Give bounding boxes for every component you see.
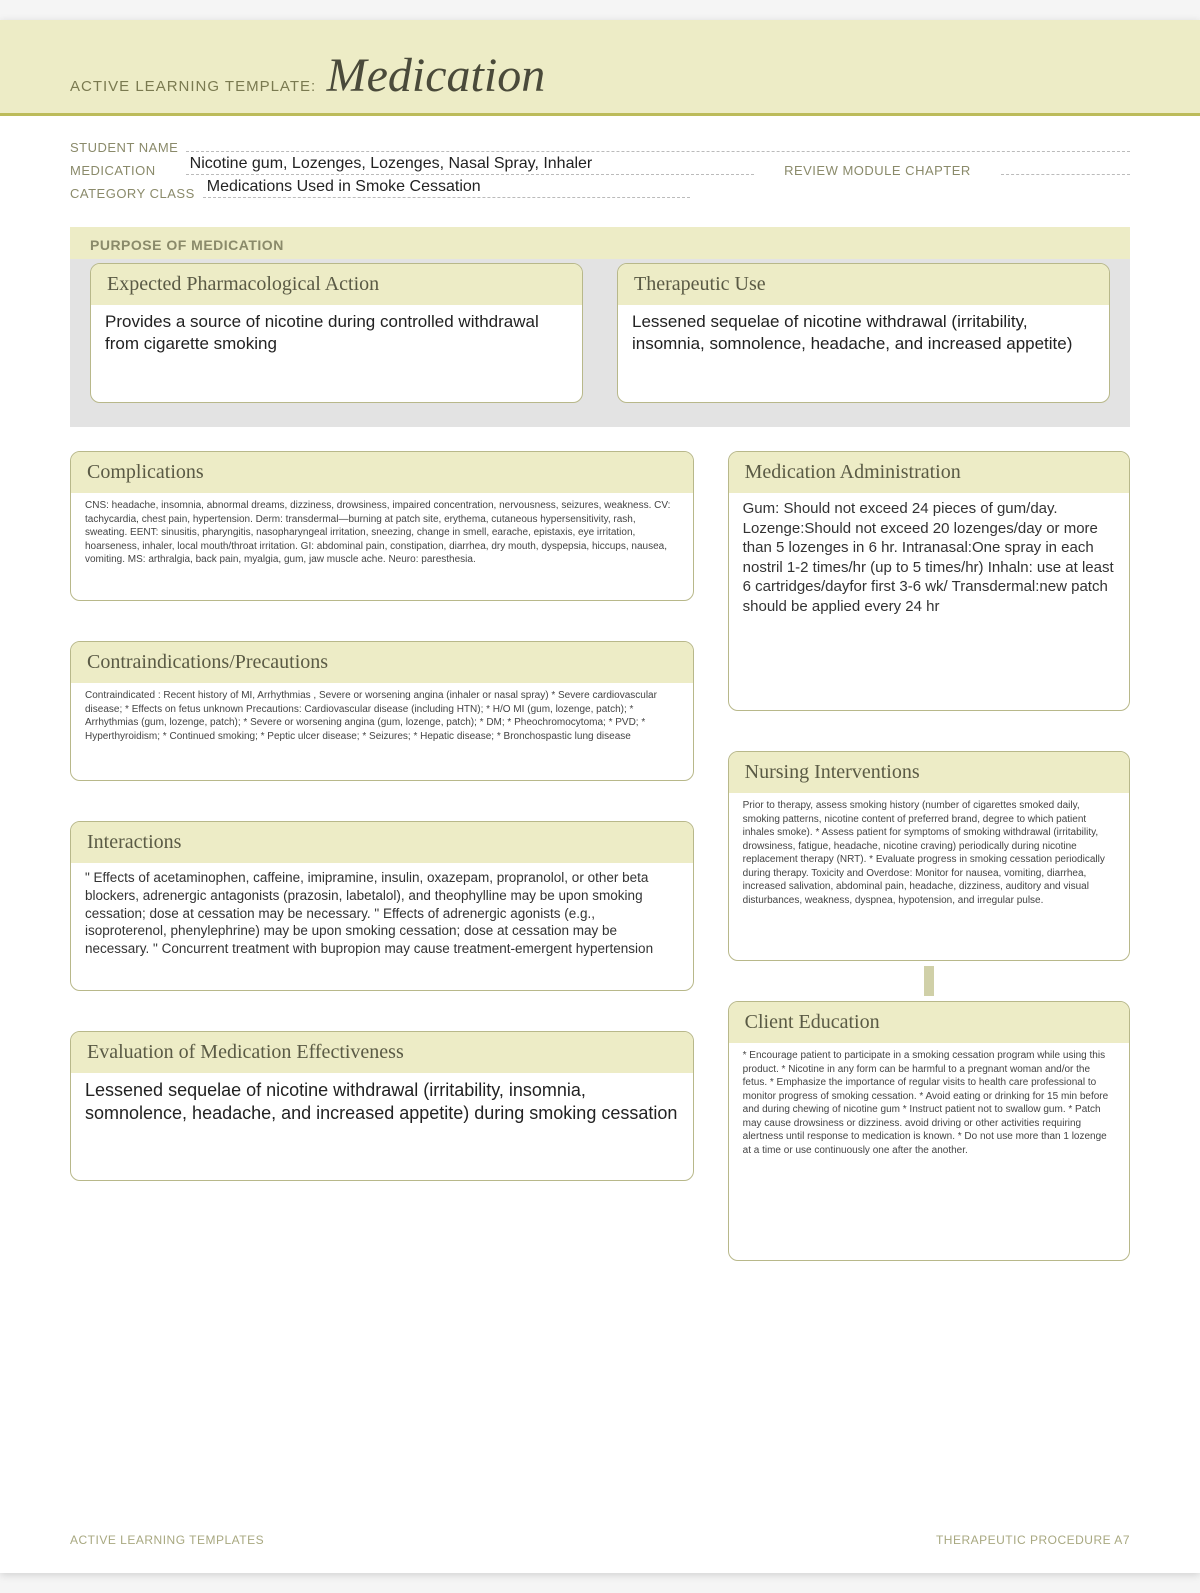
category-value: Medications Used in Smoke Cessation — [207, 178, 481, 196]
complications-title: Complications — [71, 452, 693, 493]
contraindications-body: Contraindicated : Recent history of MI, … — [71, 683, 693, 780]
therapeutic-use-card: Therapeutic Use Lessened sequelae of nic… — [617, 263, 1110, 403]
complications-body: CNS: headache, insomnia, abnormal dreams… — [71, 493, 693, 600]
header-band: ACTIVE LEARNING TEMPLATE: Medication — [0, 20, 1200, 116]
client-edu-body: * Encourage patient to participate in a … — [729, 1043, 1129, 1260]
left-column: Complications CNS: headache, insomnia, a… — [70, 451, 694, 1261]
expected-action-body: Provides a source of nicotine during con… — [91, 305, 582, 402]
evaluation-body: Lessened sequelae of nicotine withdrawal… — [71, 1073, 693, 1180]
footer-right: THERAPEUTIC PROCEDURE A7 — [936, 1533, 1130, 1547]
nursing-card: Nursing Interventions Prior to therapy, … — [728, 751, 1130, 961]
connector-bar — [924, 966, 934, 996]
medication-field[interactable]: Nicotine gum, Lozenges, Lozenges, Nasal … — [186, 161, 754, 175]
review-field[interactable] — [1001, 161, 1130, 175]
page: ACTIVE LEARNING TEMPLATE: Medication STU… — [0, 20, 1200, 1573]
med-admin-body: Gum: Should not exceed 24 pieces of gum/… — [729, 493, 1129, 710]
therapeutic-use-title: Therapeutic Use — [618, 264, 1109, 305]
review-label: REVIEW MODULE CHAPTER — [784, 163, 971, 178]
expected-action-title: Expected Pharmacological Action — [91, 264, 582, 305]
contraindications-title: Contraindications/Precautions — [71, 642, 693, 683]
purpose-boxes: Expected Pharmacological Action Provides… — [70, 259, 1130, 427]
footer-left: ACTIVE LEARNING TEMPLATES — [70, 1533, 264, 1547]
student-name-label: STUDENT NAME — [70, 140, 178, 155]
med-admin-title: Medication Administration — [729, 452, 1129, 493]
medication-label: MEDICATION — [70, 163, 156, 178]
medication-value: Nicotine gum, Lozenges, Lozenges, Nasal … — [190, 155, 593, 173]
interactions-card: Interactions " Effects of acetaminophen,… — [70, 821, 694, 991]
interactions-body: " Effects of acetaminophen, caffeine, im… — [71, 863, 693, 990]
nursing-title: Nursing Interventions — [729, 752, 1129, 793]
right-column: Medication Administration Gum: Should no… — [728, 451, 1130, 1261]
contraindications-card: Contraindications/Precautions Contraindi… — [70, 641, 694, 781]
category-field[interactable]: Medications Used in Smoke Cessation — [203, 184, 690, 198]
complications-card: Complications CNS: headache, insomnia, a… — [70, 451, 694, 601]
purpose-band: PURPOSE OF MEDICATION — [70, 227, 1130, 259]
evaluation-card: Evaluation of Medication Effectiveness L… — [70, 1031, 694, 1181]
footer: ACTIVE LEARNING TEMPLATES THERAPEUTIC PR… — [70, 1533, 1130, 1547]
nursing-body: Prior to therapy, assess smoking history… — [729, 793, 1129, 960]
meta-block: STUDENT NAME MEDICATION Nicotine gum, Lo… — [0, 116, 1200, 219]
client-edu-card: Client Education * Encourage patient to … — [728, 1001, 1130, 1261]
main-grid: Complications CNS: headache, insomnia, a… — [70, 451, 1130, 1261]
purpose-label: PURPOSE OF MEDICATION — [90, 237, 1110, 253]
client-edu-title: Client Education — [729, 1002, 1129, 1043]
template-prefix: ACTIVE LEARNING TEMPLATE: — [70, 78, 316, 95]
category-label: CATEGORY CLASS — [70, 186, 195, 201]
expected-action-card: Expected Pharmacological Action Provides… — [90, 263, 583, 403]
template-title: Medication — [327, 48, 546, 103]
therapeutic-use-body: Lessened sequelae of nicotine withdrawal… — [618, 305, 1109, 402]
student-name-field[interactable] — [186, 138, 1130, 152]
med-admin-card: Medication Administration Gum: Should no… — [728, 451, 1130, 711]
interactions-title: Interactions — [71, 822, 693, 863]
evaluation-title: Evaluation of Medication Effectiveness — [71, 1032, 693, 1073]
